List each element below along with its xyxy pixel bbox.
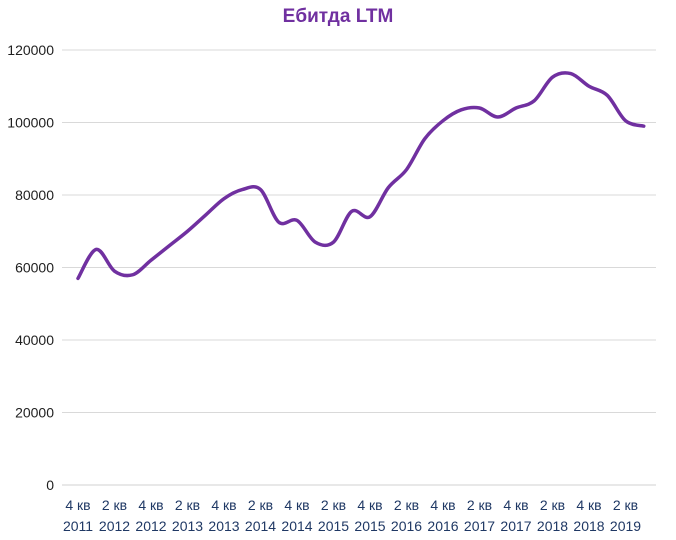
data-point bbox=[496, 115, 500, 119]
x-tick-label-quarter: 2 кв bbox=[613, 497, 638, 513]
data-point bbox=[149, 258, 153, 262]
data-point bbox=[131, 273, 135, 277]
x-tick-label-year: 2018 bbox=[537, 518, 568, 534]
x-tick-label-quarter: 4 кв bbox=[503, 497, 528, 513]
data-point bbox=[624, 119, 628, 123]
data-point bbox=[332, 240, 336, 244]
data-point bbox=[222, 197, 226, 201]
x-tick-label-quarter: 2 кв bbox=[467, 497, 492, 513]
data-point bbox=[94, 247, 98, 251]
data-point bbox=[113, 269, 117, 273]
x-tick-label-quarter: 2 кв bbox=[540, 497, 565, 513]
x-tick-label-quarter: 4 кв bbox=[576, 497, 601, 513]
x-tick-label-quarter: 2 кв bbox=[248, 497, 273, 513]
x-tick-label-year: 2015 bbox=[318, 518, 349, 534]
x-tick-label-year: 2012 bbox=[135, 518, 166, 534]
data-point bbox=[259, 188, 263, 192]
data-point bbox=[642, 124, 646, 128]
data-point bbox=[295, 218, 299, 222]
data-point bbox=[587, 84, 591, 88]
y-tick-label: 80000 bbox=[15, 187, 54, 203]
x-tick-label-year: 2014 bbox=[281, 518, 312, 534]
x-tick-label-quarter: 2 кв bbox=[321, 497, 346, 513]
x-tick-label-year: 2018 bbox=[573, 518, 604, 534]
data-point bbox=[76, 276, 80, 280]
data-point bbox=[386, 186, 390, 190]
x-tick-label-quarter: 2 кв bbox=[175, 497, 200, 513]
x-tick-label-year: 2012 bbox=[99, 518, 130, 534]
y-tick-label: 40000 bbox=[15, 332, 54, 348]
data-point bbox=[569, 72, 573, 76]
data-point bbox=[405, 168, 409, 172]
x-tick-label-year: 2015 bbox=[354, 518, 385, 534]
data-point bbox=[167, 244, 171, 248]
x-tick-label-year: 2013 bbox=[208, 518, 239, 534]
y-tick-label: 20000 bbox=[15, 405, 54, 421]
data-point bbox=[423, 137, 427, 141]
x-tick-label-quarter: 2 кв bbox=[102, 497, 127, 513]
y-tick-label: 0 bbox=[46, 477, 54, 493]
data-point bbox=[277, 220, 281, 224]
x-tick-label-quarter: 4 кв bbox=[65, 497, 90, 513]
y-axis-tick-labels: 0 20000 40000 60000 80000 100000 120000 bbox=[7, 42, 54, 493]
x-tick-label-quarter: 4 кв bbox=[357, 497, 382, 513]
data-point bbox=[186, 229, 190, 233]
x-tick-label-year: 2011 bbox=[63, 518, 93, 534]
data-point bbox=[441, 119, 445, 123]
data-point bbox=[514, 106, 518, 110]
data-point bbox=[313, 240, 317, 244]
data-point bbox=[204, 213, 208, 217]
series-line bbox=[76, 71, 646, 281]
x-tick-label-quarter: 4 кв bbox=[138, 497, 163, 513]
chart-title: Ебитда LTM bbox=[282, 6, 394, 27]
data-point bbox=[368, 215, 372, 219]
x-tick-label-quarter: 4 кв bbox=[430, 497, 455, 513]
data-point bbox=[240, 188, 244, 192]
y-tick-label: 60000 bbox=[15, 260, 54, 276]
y-tick-label: 120000 bbox=[7, 42, 54, 58]
x-tick-label-year: 2016 bbox=[391, 518, 422, 534]
x-tick-label-year: 2017 bbox=[464, 518, 495, 534]
x-tick-label-year: 2013 bbox=[172, 518, 203, 534]
data-point bbox=[605, 93, 609, 97]
x-tick-label-quarter: 4 кв bbox=[211, 497, 236, 513]
x-axis-tick-labels: 4 кв 2011 2 кв 2012 4 кв 2012 2 кв 2013 4 кв 2013… bbox=[63, 497, 641, 534]
data-point bbox=[459, 108, 463, 112]
y-tick-label: 100000 bbox=[7, 115, 54, 131]
x-tick-label-year: 2017 bbox=[500, 518, 531, 534]
x-tick-label-quarter: 4 кв bbox=[284, 497, 309, 513]
data-point bbox=[532, 99, 536, 103]
series-layer bbox=[76, 71, 646, 281]
x-tick-label-year: 2019 bbox=[610, 518, 641, 534]
data-point bbox=[350, 209, 354, 213]
x-tick-label-year: 2016 bbox=[427, 518, 458, 534]
x-tick-label-year: 2014 bbox=[245, 518, 276, 534]
data-point bbox=[478, 106, 482, 110]
x-tick-label-quarter: 2 кв bbox=[394, 497, 419, 513]
data-point bbox=[551, 75, 555, 79]
gridlines bbox=[62, 49, 656, 486]
